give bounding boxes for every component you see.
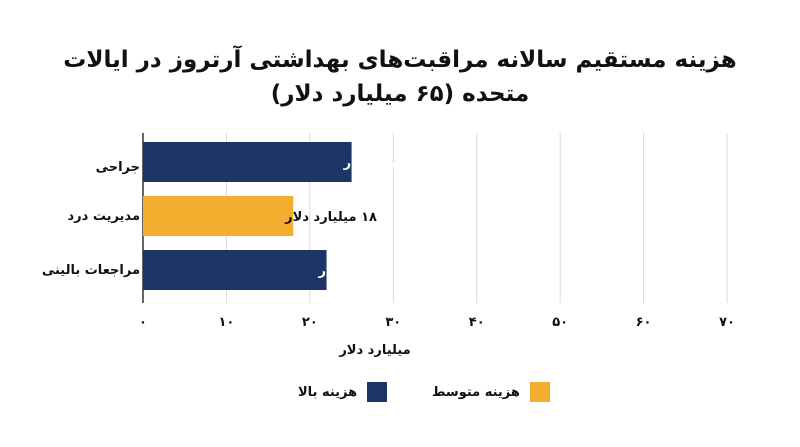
bar-0 <box>143 142 352 182</box>
legend-label-high: هزینه بالا <box>298 384 358 400</box>
legend-swatch-high <box>367 382 388 402</box>
x-tick-label-10: ۱۰ <box>218 315 234 330</box>
bar-value-label-0: ۲۵ میلیارد دلار <box>343 156 436 171</box>
legend-item-medium: هزینه متوسط <box>432 380 550 404</box>
x-tick-label-70: ۷۰ <box>719 315 735 330</box>
x-tick-label-50: ۵۰ <box>552 315 568 330</box>
category-label-clinical-visits: مراجعات بالینی <box>41 263 140 278</box>
chart-title-line-1: هزینه مستقیم سالانه مراقبت‌های بهداشتی آ… <box>63 47 737 73</box>
legend-swatch-medium <box>529 382 550 402</box>
legend-item-high: هزینه بالا <box>298 380 388 404</box>
x-tick-label-0: ۰ <box>139 315 147 330</box>
category-label-surgery: جراحی <box>95 160 140 175</box>
x-tick-label-40: ۴۰ <box>469 315 485 330</box>
bar-2 <box>143 250 327 290</box>
x-axis-label: میلیارد دلار <box>339 343 411 358</box>
bar-value-label-2: ۲۲ میلیارد دلار <box>318 264 411 279</box>
x-tick-label-60: ۶۰ <box>636 315 652 330</box>
bar-value-label-1: ۱۸ میلیارد دلار <box>284 210 377 225</box>
chart-title-line-2: متحده (۶۵ میلیارد دلار) <box>270 81 530 107</box>
x-tick-label-20: ۲۰ <box>302 315 318 330</box>
category-label-pain-management: مدیریت درد <box>67 209 140 224</box>
bar-1 <box>143 196 294 236</box>
x-tick-label-30: ۳۰ <box>385 315 401 330</box>
legend-label-medium: هزینه متوسط <box>432 384 520 400</box>
